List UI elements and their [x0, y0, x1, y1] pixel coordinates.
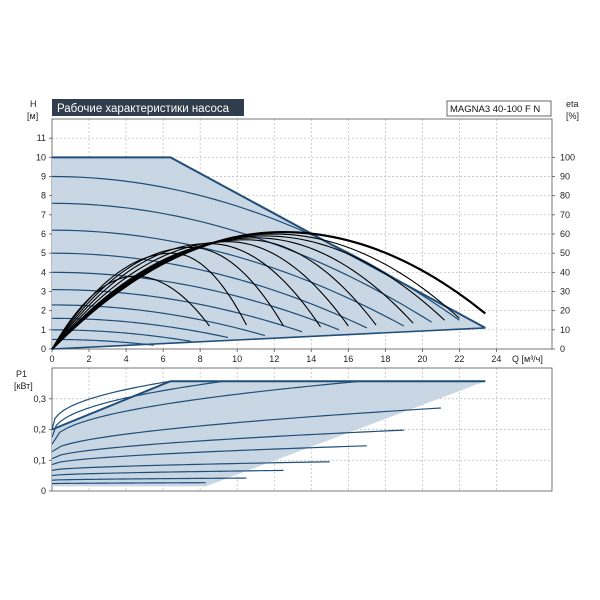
flow-axis-label: Q [м³/ч]: [512, 354, 543, 364]
y-tick-label: 0,1: [33, 455, 46, 465]
eta-max-curve: [51, 230, 487, 350]
x-tick-label: 10: [232, 354, 242, 364]
eta-tick-label: 70: [560, 210, 570, 220]
y-tick-label: 3: [41, 287, 46, 297]
x-tick-label: 0: [49, 354, 54, 364]
power-axis-label: P1: [16, 369, 27, 379]
head-envelope-min-curve: [51, 327, 486, 350]
power-curve: [51, 461, 330, 471]
y-tick-label: 11: [37, 133, 46, 143]
y-tick-label: 2: [41, 306, 46, 316]
eta-curve: [51, 237, 414, 350]
power-curve: [51, 477, 247, 481]
eta-tick-label: 90: [560, 172, 570, 182]
speed-curve: [51, 229, 405, 327]
y-tick-label: 5: [41, 248, 46, 258]
y-tick-label: 1: [41, 325, 46, 335]
eta-tick-label: 10: [560, 325, 570, 335]
eta-curve: [51, 243, 321, 350]
x-tick-label: 14: [306, 354, 316, 364]
eta-tick-label: 60: [560, 229, 570, 239]
head-axis-unit: [м]: [27, 111, 38, 121]
head-envelope-area: [52, 157, 486, 349]
power-curve: [51, 482, 206, 485]
power-chart-panel: 0 0,1 0,2 0,3: [33, 367, 553, 496]
y-tick-label: 0,2: [33, 425, 46, 435]
eta-curve: [51, 275, 210, 350]
head-axis-label: H: [30, 99, 37, 109]
x-tick-label: 18: [380, 354, 390, 364]
y-tick-label: 7: [41, 210, 46, 220]
y-tick-label: 0,3: [33, 394, 46, 404]
x-tick-label: 8: [198, 354, 203, 364]
x-tick-label: 22: [454, 354, 464, 364]
y-tick-label: 9: [41, 172, 46, 182]
power-curve: [51, 469, 284, 477]
power-curve: [51, 380, 171, 430]
eta-tick-label: 50: [560, 248, 570, 258]
x-tick-label: 2: [87, 354, 92, 364]
speed-curve: [51, 288, 303, 333]
eta-axis-unit: [%]: [566, 111, 579, 121]
power-curve: [51, 429, 404, 460]
power-axis-unit: [кВт]: [14, 381, 33, 391]
eta-tick-label: 20: [560, 306, 570, 316]
chart-header: Рабочие характеристики насоса MAGNA3 40-…: [52, 99, 552, 117]
speed-curve: [51, 338, 154, 346]
y-tick-label: 6: [41, 229, 46, 239]
x-tick-label: 24: [491, 354, 501, 364]
x-tick-label: 16: [343, 354, 353, 364]
model-label: MAGNA3 40-100 F N: [450, 104, 540, 115]
title-background: [52, 99, 244, 116]
eta-curve: [51, 235, 445, 350]
x-tick-label: 4: [124, 354, 129, 364]
y-tick-label: 8: [41, 191, 46, 201]
power-envelope-area: [52, 381, 486, 487]
eta-curve: [51, 233, 460, 350]
y-tick-label: 0: [41, 344, 46, 354]
eta-curve: [51, 246, 284, 350]
speed-curve: [51, 202, 432, 323]
power-curve: [51, 445, 367, 466]
x-tick-label: 20: [417, 354, 427, 364]
speed-curve: [51, 329, 191, 342]
power-envelope-edge: [51, 380, 171, 431]
y-tick-label: 4: [41, 267, 46, 277]
eta-tick-label: 80: [560, 191, 570, 201]
eta-tick-label: 100: [560, 152, 575, 162]
eta-axis-label: eta: [566, 99, 579, 109]
eta-tick-label: 0: [560, 344, 565, 354]
y-tick-label: 10: [36, 152, 46, 162]
speed-curve: [51, 304, 266, 337]
speed-curve: [51, 271, 340, 331]
chart-title: Рабочие характеристики насоса: [57, 103, 230, 115]
eta-tick-label: 40: [560, 267, 570, 277]
eta-tick-label: 30: [560, 287, 570, 297]
x-tick-label: 12: [269, 354, 279, 364]
model-box: [446, 100, 552, 117]
y-tick-label: 0: [41, 486, 46, 496]
eta-curve: [51, 252, 247, 350]
speed-curve: [51, 175, 460, 321]
x-tick-label: 6: [161, 354, 166, 364]
power-curve: [51, 380, 362, 445]
power-curve: [51, 407, 441, 453]
